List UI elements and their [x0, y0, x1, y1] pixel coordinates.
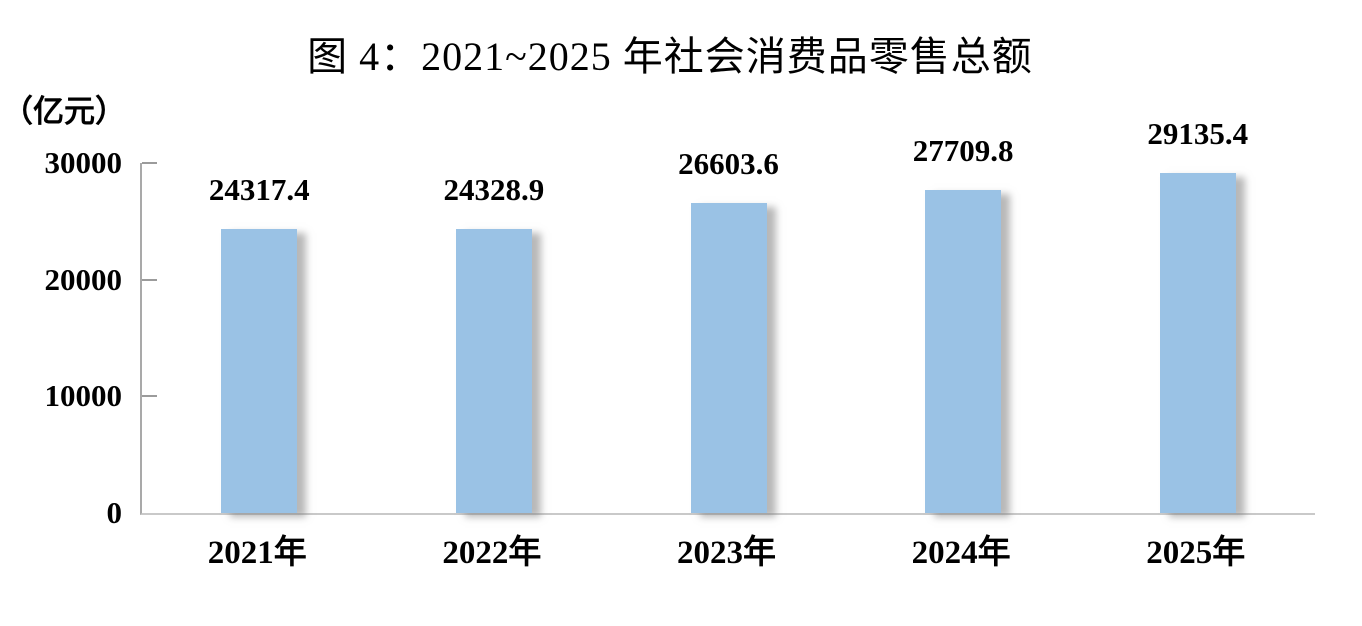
- x-tick-label: 2023年: [677, 535, 776, 571]
- y-tick-mark: [142, 162, 157, 164]
- y-tick-mark: [142, 278, 157, 281]
- bar: [221, 229, 298, 513]
- bar: [690, 202, 767, 513]
- y-tick-mark: [142, 395, 157, 398]
- x-tick-label: 2022年: [442, 535, 542, 571]
- y-tick-label: 20000: [44, 261, 123, 297]
- bar: [1159, 173, 1236, 513]
- y-tick-label: 0: [106, 495, 123, 530]
- bar-value-label: 26603.6: [678, 145, 779, 181]
- x-tick-label: 2024年: [911, 535, 1011, 571]
- chart-title: 图 4：2021~2025 年社会消费品零售总额: [307, 34, 1033, 79]
- bar-value-label: 29135.4: [1147, 116, 1249, 152]
- x-tick-label: 2021年: [207, 535, 307, 571]
- bar-value-label: 24317.4: [208, 172, 310, 208]
- x-tick-label: 2025年: [1146, 535, 1246, 571]
- y-tick-label: 10000: [44, 378, 123, 414]
- y-tick-label: 30000: [44, 145, 123, 180]
- y-axis-unit-label: （亿元）: [2, 94, 126, 129]
- bar: [455, 229, 532, 513]
- bar-value-label: 24328.9: [443, 172, 545, 208]
- bar: [925, 189, 1002, 513]
- plot-area: 24317.4 24328.9 26603.6 27709.8 29135.4: [140, 117, 1315, 515]
- bar-value-label: 27709.8: [912, 132, 1014, 168]
